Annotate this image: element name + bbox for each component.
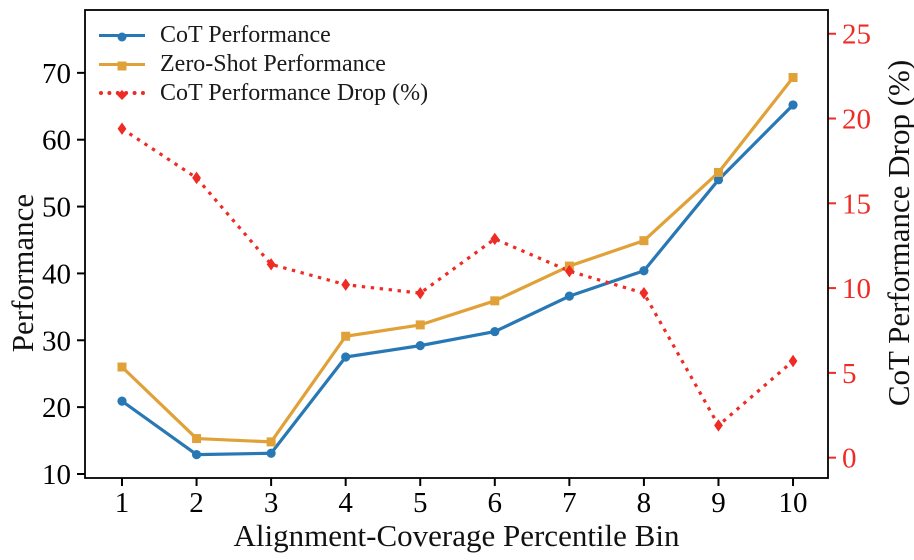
x-axis-tick-label: 8 <box>637 487 652 519</box>
plot-frame <box>84 9 829 479</box>
legend-label-cot-performance: CoT Performance <box>160 21 331 48</box>
data-point-marker <box>415 341 425 351</box>
data-point-marker <box>490 326 500 337</box>
left-axis-tick-label: 40 <box>42 258 71 290</box>
data-point-marker <box>639 286 649 300</box>
data-point-marker <box>192 171 201 185</box>
data-point-marker <box>564 291 574 301</box>
x-axis-tick-label: 6 <box>488 487 503 519</box>
legend-line-sample-cot <box>99 32 145 41</box>
data-point-marker <box>266 258 276 271</box>
data-point-marker <box>788 73 798 83</box>
legend-item-zero-shot-performance: Zero-Shot Performance <box>99 50 428 77</box>
circle-marker-icon <box>117 32 127 41</box>
right-axis-tick-label: 15 <box>842 188 871 220</box>
left-axis-tick-label: 70 <box>42 58 71 90</box>
square-marker-icon <box>117 61 127 70</box>
x-axis-tick-label: 7 <box>562 487 577 519</box>
data-point-marker <box>639 266 649 276</box>
left-axis-title: Performance <box>5 193 40 353</box>
data-point-marker <box>714 419 723 432</box>
legend-item-cot-performance: CoT Performance <box>99 21 428 48</box>
right-axis-tick-label: 0 <box>842 443 857 475</box>
data-point-marker <box>490 232 500 246</box>
legend-line-sample-zero-shot <box>99 61 145 70</box>
chart-legend: CoT Performance Zero-Shot Performance Co… <box>99 21 429 106</box>
x-axis-tick-label: 9 <box>711 487 726 519</box>
left-axis-tick-label: 10 <box>42 459 71 491</box>
x-axis-tick-label: 10 <box>779 487 808 519</box>
data-point-marker <box>117 396 127 406</box>
left-axis-tick-label: 20 <box>42 392 71 424</box>
data-point-marker <box>266 448 276 458</box>
left-axis-tick-label: 50 <box>42 192 71 224</box>
data-point-marker <box>713 167 723 177</box>
legend-item-cot-performance-drop: CoT Performance Drop (%) <box>99 79 429 106</box>
data-point-marker <box>713 175 724 185</box>
data-point-marker <box>117 362 127 372</box>
data-point-marker <box>788 100 798 110</box>
right-axis-tick-label: 10 <box>842 273 871 305</box>
data-point-marker <box>639 236 649 246</box>
x-axis-tick-label: 5 <box>413 487 428 519</box>
series-line-cot-performance-drop- <box>121 127 795 428</box>
series-line-zero-shot-performance <box>120 76 795 444</box>
x-axis-tick-label: 4 <box>338 487 353 519</box>
x-axis-tick-label: 3 <box>264 487 279 519</box>
data-point-marker <box>341 278 351 291</box>
data-point-marker <box>192 434 202 444</box>
left-axis-tick-label: 30 <box>42 325 71 357</box>
data-point-marker <box>341 331 351 341</box>
legend-label-cot-performance-drop: CoT Performance Drop (%) <box>160 79 429 106</box>
data-point-marker <box>415 320 425 330</box>
x-axis-title: Alignment-Coverage Percentile Bin <box>233 518 680 553</box>
data-point-marker <box>191 450 202 460</box>
x-axis-tick-label: 1 <box>115 487 130 519</box>
data-point-marker <box>788 354 798 368</box>
right-axis-tick-label: 20 <box>842 104 871 136</box>
data-point-marker <box>564 264 574 278</box>
left-axis-tick-label: 60 <box>42 125 71 157</box>
data-point-marker <box>490 296 500 306</box>
right-axis-tick-label: 25 <box>842 19 871 51</box>
series-line-cot-performance <box>121 103 795 457</box>
right-axis-tick-label: 5 <box>842 358 857 390</box>
data-point-marker <box>266 437 276 447</box>
x-axis-tick-label: 2 <box>189 487 204 519</box>
right-axis-title: CoT Performance Drop (%) <box>881 59 914 407</box>
data-point-marker <box>341 352 351 362</box>
legend-line-sample-drop <box>99 90 145 100</box>
diamond-marker-icon <box>117 90 127 100</box>
data-point-marker <box>117 122 127 135</box>
data-point-marker <box>415 286 425 300</box>
legend-label-zero-shot-performance: Zero-Shot Performance <box>160 50 386 77</box>
